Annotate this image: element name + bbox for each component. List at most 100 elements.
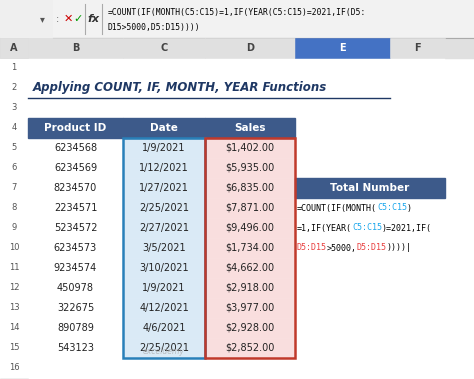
Bar: [390, 318, 445, 338]
Text: 1/27/2021: 1/27/2021: [139, 183, 189, 193]
Bar: [123, 258, 205, 278]
Bar: [28, 118, 123, 138]
Text: 6234569: 6234569: [54, 163, 97, 173]
Bar: [0, 358, 28, 378]
Text: 5234572: 5234572: [54, 223, 97, 233]
Text: 4/6/2021: 4/6/2021: [142, 323, 186, 333]
Bar: [205, 298, 295, 318]
Bar: [123, 158, 205, 178]
Bar: [205, 118, 295, 138]
Bar: [28, 298, 123, 318]
Bar: [0, 258, 28, 278]
Bar: [390, 178, 445, 198]
Bar: [295, 298, 390, 318]
Bar: [295, 38, 390, 58]
Bar: [205, 218, 295, 238]
Text: 6234568: 6234568: [54, 143, 97, 153]
Text: 3: 3: [11, 103, 17, 113]
Text: Total Number: Total Number: [330, 183, 410, 193]
Bar: [123, 238, 205, 258]
Bar: [0, 218, 28, 238]
Bar: [205, 198, 295, 218]
Bar: [0, 318, 28, 338]
Bar: [28, 318, 123, 338]
Bar: [123, 318, 205, 338]
Text: 8234570: 8234570: [54, 183, 97, 193]
Text: =COUNT(IF(MONTH(: =COUNT(IF(MONTH(: [297, 204, 377, 213]
Text: ): ): [407, 204, 412, 213]
Bar: [205, 178, 295, 198]
Text: $6,835.00: $6,835.00: [226, 183, 274, 193]
Bar: [390, 158, 445, 178]
Text: $7,871.00: $7,871.00: [225, 203, 274, 213]
Bar: [205, 278, 295, 298]
Bar: [28, 78, 123, 98]
Bar: [0, 58, 28, 78]
Bar: [123, 218, 205, 238]
Text: Applying COUNT, IF, MONTH, YEAR Functions: Applying COUNT, IF, MONTH, YEAR Function…: [33, 81, 327, 94]
Text: $1,734.00: $1,734.00: [226, 243, 274, 253]
Bar: [295, 258, 390, 278]
Bar: [295, 198, 390, 218]
Text: 9: 9: [11, 224, 17, 232]
Text: D15>5000,D5:D15)))): D15>5000,D5:D15)))): [108, 23, 201, 32]
Bar: [0, 298, 28, 318]
Bar: [28, 178, 123, 198]
Bar: [123, 118, 205, 138]
Bar: [205, 58, 295, 78]
Bar: [123, 178, 205, 198]
Bar: [0, 198, 28, 218]
Bar: [205, 138, 295, 158]
Bar: [123, 98, 205, 118]
Bar: [205, 98, 295, 118]
Text: $9,496.00: $9,496.00: [226, 223, 274, 233]
Bar: [0, 38, 474, 58]
Bar: [0, 298, 28, 318]
Bar: [205, 318, 295, 338]
Bar: [28, 38, 123, 58]
Text: Date: Date: [150, 123, 178, 133]
Text: fx: fx: [87, 14, 99, 24]
Text: Sales: Sales: [234, 123, 266, 133]
Bar: [123, 278, 205, 298]
Bar: [28, 238, 123, 258]
Bar: [28, 158, 123, 178]
Bar: [205, 338, 295, 358]
Bar: [28, 258, 123, 278]
Bar: [0, 178, 28, 198]
Bar: [390, 238, 445, 258]
Bar: [123, 338, 205, 358]
Text: ▾: ▾: [39, 14, 45, 24]
Bar: [205, 78, 295, 98]
Bar: [123, 118, 205, 138]
Bar: [390, 98, 445, 118]
Bar: [295, 158, 390, 178]
Text: Product ID: Product ID: [45, 123, 107, 133]
Text: 1/12/2021: 1/12/2021: [139, 163, 189, 173]
Bar: [390, 78, 445, 98]
Text: :: :: [56, 14, 60, 24]
Bar: [28, 278, 123, 298]
Bar: [28, 258, 123, 278]
Bar: [0, 198, 28, 218]
Bar: [0, 98, 28, 118]
Bar: [0, 78, 28, 98]
Bar: [123, 158, 205, 178]
Text: 14: 14: [9, 324, 19, 332]
Text: 890789: 890789: [57, 323, 94, 333]
Text: 2/27/2021: 2/27/2021: [139, 223, 189, 233]
Bar: [390, 198, 445, 218]
Bar: [0, 278, 28, 298]
Bar: [295, 178, 445, 198]
Bar: [0, 38, 28, 58]
Text: $2,918.00: $2,918.00: [226, 283, 274, 293]
Text: 1/9/2021: 1/9/2021: [142, 143, 186, 153]
Bar: [123, 138, 205, 358]
Bar: [205, 118, 295, 138]
Text: 16: 16: [9, 363, 19, 373]
Text: ))))|: ))))|: [387, 243, 412, 252]
Bar: [205, 298, 295, 318]
Text: 3/10/2021: 3/10/2021: [139, 263, 189, 273]
Text: $2,852.00: $2,852.00: [225, 343, 275, 353]
Bar: [205, 238, 295, 258]
